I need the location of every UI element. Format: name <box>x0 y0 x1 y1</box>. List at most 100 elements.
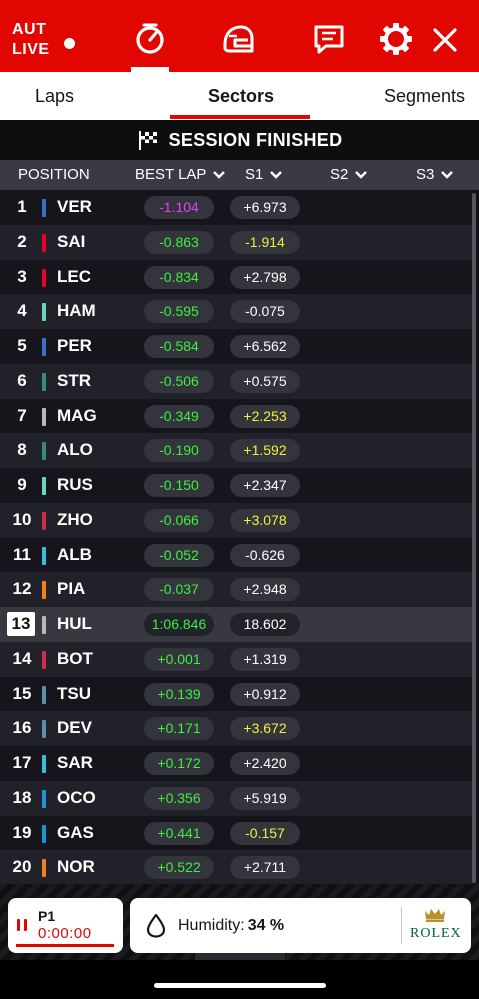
table-row[interactable]: 10 ZHO -0.066 +3.078 <box>0 502 473 538</box>
pause-icon <box>17 919 27 931</box>
s1-gap: +2.948 <box>230 578 300 602</box>
humidity-label: Humidity: <box>178 917 245 934</box>
s1-gap: +2.347 <box>230 474 300 497</box>
driver-code: BOT <box>57 648 93 668</box>
footer-decoration <box>195 953 285 960</box>
chat-icon[interactable] <box>312 22 346 56</box>
table-row[interactable]: 14 BOT +0.001 +1.319 <box>0 641 473 677</box>
team-color-bar <box>42 268 46 287</box>
position-number: 2 <box>17 231 27 251</box>
table-row[interactable]: 5 PER -0.584 +6.562 <box>0 329 473 364</box>
table-row[interactable]: 15 TSU +0.139 +0.912 <box>0 676 473 712</box>
team-color-bar <box>42 650 46 669</box>
team-color-bar <box>42 477 46 495</box>
best-lap-gap: -0.066 <box>144 508 214 532</box>
position-number: 15 <box>12 683 32 703</box>
session-live-label: AUT LIVE <box>12 20 50 60</box>
tab-sectors[interactable]: Sectors <box>208 86 275 106</box>
table-row[interactable]: 6 STR -0.506 +0.575 <box>0 363 473 399</box>
checkered-flag-icon <box>138 131 157 150</box>
position-number: 5 <box>17 336 27 355</box>
column-best-lap[interactable]: BEST LAP <box>135 160 226 190</box>
scrollbar[interactable] <box>472 193 476 883</box>
table-row[interactable]: 1 VER -1.104 +6.973 <box>0 190 473 225</box>
gear-icon[interactable] <box>379 22 413 56</box>
table-row[interactable]: 11 ALB -0.052 -0.626 <box>0 537 473 573</box>
table-row[interactable]: 4 HAM -0.595 -0.075 <box>0 294 473 329</box>
s1-gap: -0.075 <box>230 300 300 324</box>
session-clock-card[interactable]: P1 0:00:00 <box>8 898 123 953</box>
crown-logo-icon <box>425 909 445 922</box>
helmet-icon[interactable] <box>221 22 255 56</box>
active-view-indicator <box>131 67 169 72</box>
column-s2[interactable]: S2 <box>330 160 368 190</box>
best-lap-gap: -0.052 <box>144 543 214 567</box>
driver-code: ALO <box>57 440 93 460</box>
team-color-bar <box>42 442 46 461</box>
table-row[interactable]: 7 MAG -0.349 +2.253 <box>0 398 473 434</box>
best-lap-gap: 1:06.846 <box>144 613 214 636</box>
team-color-bar <box>42 755 46 773</box>
s1-gap: +5.919 <box>230 786 300 810</box>
table-row[interactable]: 16 DEV +0.171 +3.672 <box>0 711 473 746</box>
best-lap-gap: +0.522 <box>144 856 214 880</box>
table-row[interactable]: 19 GAS +0.441 -0.157 <box>0 815 473 851</box>
driver-code: NOR <box>57 857 95 877</box>
timer-icon[interactable] <box>133 22 167 56</box>
s1-gap: +6.562 <box>230 335 300 358</box>
s1-gap: +2.798 <box>230 265 300 289</box>
column-s3[interactable]: S3 <box>416 160 454 190</box>
position-number: 13 <box>7 612 35 636</box>
session-status-banner: SESSION FINISHED <box>0 120 479 160</box>
s1-gap: +1.319 <box>230 647 300 671</box>
divider <box>401 907 402 944</box>
driver-code: STR <box>57 370 91 390</box>
top-bar: AUT LIVE <box>0 0 479 72</box>
driver-code: TSU <box>57 683 91 703</box>
position-number: 17 <box>12 753 32 772</box>
column-s1[interactable]: S1 <box>245 160 283 190</box>
team-color-bar <box>42 720 46 739</box>
team-color-bar <box>42 824 46 843</box>
position-number: 6 <box>17 370 27 390</box>
table-row[interactable]: 12 PIA -0.037 +2.948 <box>0 572 473 607</box>
table-row[interactable]: 3 LEC -0.834 +2.798 <box>0 259 473 295</box>
best-lap-gap: -0.037 <box>144 578 214 602</box>
table-row[interactable]: 20 NOR +0.522 +2.711 <box>0 850 473 885</box>
water-drop-icon <box>146 913 166 938</box>
live-dot-icon <box>64 38 75 49</box>
active-tab-indicator <box>170 115 310 119</box>
table-row[interactable]: 17 SAR +0.172 +2.420 <box>0 746 473 781</box>
humidity-readout: Humidity: 34 % <box>178 898 284 953</box>
table-row[interactable]: 8 ALO -0.190 +1.592 <box>0 433 473 468</box>
driver-code: HUL <box>57 614 92 633</box>
table-row[interactable]: 9 RUS -0.150 +2.347 <box>0 468 473 503</box>
chevron-down-icon <box>213 171 226 179</box>
position-number: 16 <box>12 718 32 738</box>
position-number: 4 <box>17 301 27 321</box>
team-color-bar <box>42 233 46 252</box>
weather-card[interactable]: Humidity: 34 % ROLEX <box>130 898 471 953</box>
session-status-text: SESSION FINISHED <box>168 129 343 150</box>
live-label: LIVE <box>12 41 50 58</box>
team-color-bar <box>42 199 46 217</box>
home-indicator[interactable] <box>154 983 326 988</box>
team-color-bar <box>42 338 46 356</box>
driver-code: ALB <box>57 544 92 564</box>
team-color-bar <box>42 789 46 808</box>
position-number: 11 <box>13 544 31 564</box>
best-lap-gap: +0.441 <box>144 821 214 845</box>
table-row[interactable]: 18 OCO +0.356 +5.919 <box>0 780 473 816</box>
tab-laps[interactable]: Laps <box>35 86 75 106</box>
best-lap-gap: -0.834 <box>144 265 214 289</box>
best-lap-gap: -0.595 <box>144 300 214 324</box>
tab-segments[interactable]: Segments <box>384 86 466 106</box>
team-color-bar <box>42 372 46 391</box>
table-row[interactable]: 13 HUL 1:06.846 18.602 <box>0 607 473 642</box>
s1-gap: +1.592 <box>230 439 300 463</box>
driver-code: HAM <box>57 301 96 321</box>
close-icon[interactable] <box>431 26 459 54</box>
driver-code: VER <box>57 197 92 216</box>
table-row[interactable]: 2 SAI -0.863 -1.914 <box>0 224 473 260</box>
